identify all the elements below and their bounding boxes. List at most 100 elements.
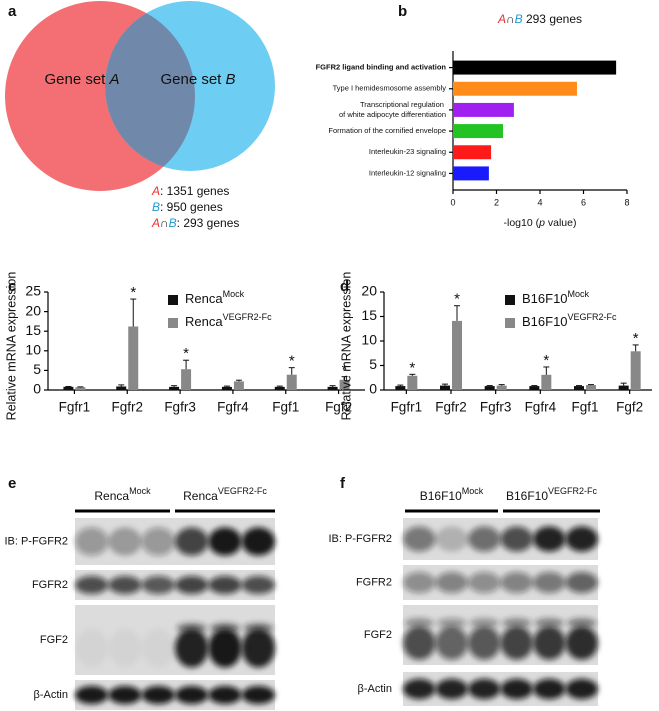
row-label: β-Actin bbox=[34, 689, 68, 701]
error-bar bbox=[442, 383, 448, 386]
blot-band bbox=[403, 626, 436, 660]
blot-band bbox=[502, 618, 532, 628]
blot-band bbox=[565, 572, 598, 593]
y-tick-label: 5 bbox=[33, 361, 41, 377]
bar bbox=[286, 374, 297, 390]
y-axis-title: Relative mRNA expression bbox=[4, 272, 18, 421]
bar bbox=[63, 386, 74, 390]
x-tick-label: Fgfr4 bbox=[525, 400, 557, 415]
blot-band bbox=[534, 618, 564, 628]
bar bbox=[574, 386, 584, 390]
x-tick-label: 2 bbox=[494, 197, 499, 207]
text-part: Gene set bbox=[160, 71, 225, 88]
bar bbox=[453, 60, 617, 75]
bar bbox=[274, 386, 285, 390]
y-tick-label: Formation of the cornified envelope bbox=[328, 126, 446, 135]
bar bbox=[181, 369, 192, 390]
error-bar bbox=[620, 382, 627, 386]
bar bbox=[453, 145, 492, 160]
y-tick-label: 5 bbox=[369, 356, 377, 372]
blot-band bbox=[208, 527, 242, 556]
blot-band bbox=[567, 618, 597, 628]
text-part: Mock bbox=[568, 289, 590, 299]
x-tick-label: Fgf1 bbox=[571, 400, 598, 415]
blot-band bbox=[175, 628, 209, 668]
y-tick-label: 20 bbox=[361, 283, 377, 299]
blot-band bbox=[437, 618, 467, 628]
x-tick-label: 6 bbox=[581, 197, 586, 207]
row-label: FGFR2 bbox=[356, 576, 392, 588]
legend-label: B16F10VEGFR2-Fc bbox=[522, 312, 617, 329]
blot-band bbox=[435, 626, 468, 660]
summary-line: A∩B: 293 genes bbox=[151, 216, 239, 230]
title-symbol: A∩B bbox=[497, 12, 523, 26]
blot-band bbox=[141, 527, 175, 556]
text-part: Mock bbox=[129, 486, 151, 496]
blot-band bbox=[176, 623, 207, 633]
x-axis-title: -log10 (p value) bbox=[504, 217, 577, 229]
text-part: B bbox=[226, 71, 236, 88]
blot-band bbox=[241, 686, 275, 704]
symbol-char: ∩ bbox=[160, 216, 169, 230]
panel-label: b bbox=[398, 3, 407, 20]
error-bar bbox=[632, 344, 639, 352]
text-part: Renca bbox=[94, 489, 129, 503]
bar bbox=[586, 385, 596, 390]
significance: * bbox=[289, 353, 295, 370]
error-bar bbox=[118, 384, 125, 387]
bar bbox=[496, 385, 507, 390]
error-bar bbox=[288, 367, 295, 375]
blot-band bbox=[141, 686, 175, 704]
bar bbox=[453, 102, 514, 117]
x-tick-label: 0 bbox=[450, 197, 455, 207]
label-line: of white adipocyte differentiation bbox=[339, 110, 446, 119]
error-bar bbox=[397, 384, 404, 387]
significance: * bbox=[409, 359, 415, 376]
blot-band bbox=[208, 628, 242, 668]
set-label: Gene set A bbox=[44, 71, 119, 88]
text-part: value) bbox=[545, 217, 577, 229]
error-bar bbox=[183, 359, 190, 370]
summary-symbol: A∩B bbox=[151, 216, 177, 230]
blot-band bbox=[75, 527, 109, 556]
blot-band bbox=[241, 628, 275, 668]
blot-strip bbox=[403, 605, 598, 665]
symbol-char: ∩ bbox=[506, 12, 515, 26]
legend-swatch bbox=[168, 318, 178, 328]
significance: * bbox=[183, 345, 189, 362]
symbol-char: B bbox=[169, 216, 177, 230]
bar bbox=[484, 386, 495, 390]
text-part: VEGFR2-Fc bbox=[548, 486, 598, 496]
bar bbox=[541, 374, 552, 390]
blot-band bbox=[75, 686, 109, 704]
blot-band bbox=[241, 576, 275, 594]
error-bar bbox=[543, 366, 550, 375]
significance: * bbox=[130, 284, 136, 301]
error-bar bbox=[454, 305, 460, 321]
y-axis-title: Relative mRNA expression bbox=[339, 272, 353, 421]
text-part: : 1351 genes bbox=[160, 184, 229, 198]
y-tick-label: 10 bbox=[25, 342, 41, 358]
x-tick-label: Fgfr1 bbox=[59, 400, 91, 415]
error-bar bbox=[409, 373, 416, 376]
row-label: FGF2 bbox=[364, 629, 392, 641]
blot-band bbox=[565, 626, 598, 660]
x-tick-label: Fgfr2 bbox=[111, 400, 143, 415]
blot-band bbox=[533, 526, 566, 552]
x-tick-label: Fgfr3 bbox=[164, 400, 196, 415]
x-tick-label: Fgfr3 bbox=[480, 400, 512, 415]
blot-band bbox=[108, 527, 142, 556]
bar bbox=[327, 386, 338, 390]
significance: * bbox=[342, 362, 348, 379]
significance: * bbox=[633, 330, 639, 347]
panel-label: a bbox=[8, 3, 17, 20]
summary-symbol: B bbox=[152, 200, 160, 214]
blot-strip bbox=[75, 605, 275, 675]
group-label: RencaVEGFR2-Fc bbox=[183, 486, 267, 503]
blot-band bbox=[404, 618, 434, 628]
bar bbox=[221, 386, 232, 390]
row-label: FGF2 bbox=[40, 634, 68, 646]
bar bbox=[75, 387, 86, 390]
blot-band bbox=[565, 678, 598, 700]
